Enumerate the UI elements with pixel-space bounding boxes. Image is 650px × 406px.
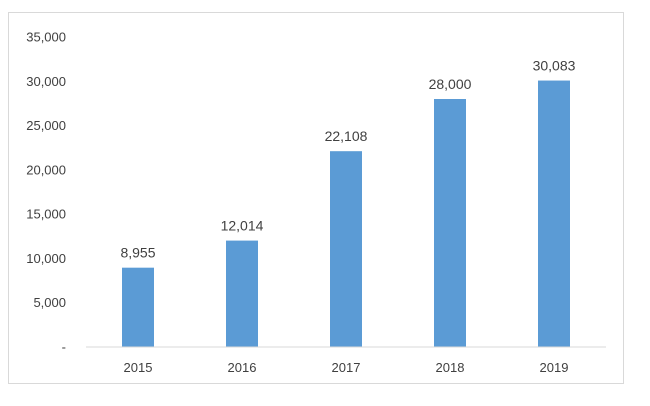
data-labels-group: 8,955 12,014 22,108 28,000 30,083 — [120, 58, 575, 261]
bars-group — [122, 80, 570, 347]
chart-frame — [8, 12, 624, 384]
y-tick-label: 20,000 — [26, 162, 66, 177]
y-tick-label: 5,000 — [33, 295, 66, 310]
y-axis-tick-labels: - 5,000 10,000 15,000 20,000 25,000 30,000 35,0… — [26, 30, 66, 355]
data-label-2018: 28,000 — [429, 76, 472, 92]
x-tick-label-2015: 2015 — [124, 360, 153, 375]
data-label-2016: 12,014 — [221, 218, 264, 234]
bar-2015 — [122, 267, 154, 347]
y-tick-label: 35,000 — [26, 30, 66, 45]
y-tick-label: 30,000 — [26, 74, 66, 89]
y-tick-label: 10,000 — [26, 251, 66, 266]
y-tick-label: 15,000 — [26, 207, 66, 222]
x-tick-label-2019: 2019 — [540, 360, 569, 375]
bar-2019 — [538, 80, 570, 347]
x-tick-label-2016: 2016 — [228, 360, 257, 375]
data-label-2017: 22,108 — [325, 128, 368, 144]
y-tick-label: - — [62, 340, 66, 355]
y-tick-label: 25,000 — [26, 118, 66, 133]
bar-2018 — [434, 99, 466, 347]
x-tick-label-2017: 2017 — [332, 360, 361, 375]
bar-2016 — [226, 240, 258, 347]
data-label-2015: 8,955 — [120, 245, 155, 261]
x-axis-category-labels: 2015 2016 2017 2018 2019 — [124, 360, 569, 375]
bar-2017 — [330, 151, 362, 347]
x-tick-label-2018: 2018 — [436, 360, 465, 375]
data-label-2019: 30,083 — [533, 58, 576, 74]
